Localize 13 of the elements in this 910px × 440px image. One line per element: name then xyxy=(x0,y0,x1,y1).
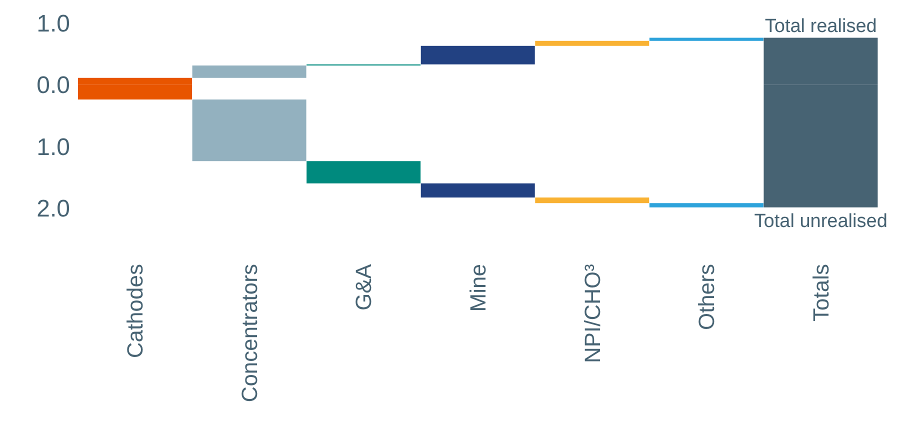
annotation: Total unrealised xyxy=(754,210,888,232)
x-tick-label: NPI/CHO³ xyxy=(580,264,605,363)
x-tick-label: Cathodes xyxy=(122,264,148,358)
x-tick-label: Others xyxy=(694,264,720,330)
y-tick-label: 0.0 xyxy=(36,72,70,100)
x-tick-label: Totals xyxy=(808,264,834,322)
y-tick-label: 2.0 xyxy=(36,196,70,223)
y-tick-label: 1.0 xyxy=(36,134,70,161)
annotation: Total realised xyxy=(764,16,877,37)
y-tick-label: 1.0 xyxy=(36,10,70,38)
x-tick-label: G&A xyxy=(351,264,376,310)
x-tick-label: Mine xyxy=(466,264,490,312)
x-tick-label: Concentrators xyxy=(236,264,262,402)
